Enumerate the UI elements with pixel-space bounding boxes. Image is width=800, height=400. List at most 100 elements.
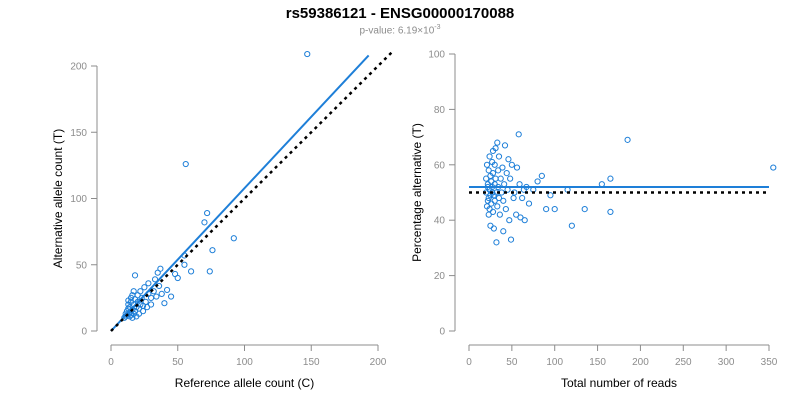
data-point	[521, 217, 528, 224]
data-point	[491, 197, 498, 204]
data-point	[487, 222, 494, 229]
data-point	[496, 211, 503, 218]
data-point	[508, 161, 515, 168]
allele-count-scatter-panel: 0 50 100 150 200 0 50 100 150 200 Reference allele…	[51, 50, 393, 390]
x-tick-label: 100	[546, 357, 563, 368]
data-point	[507, 175, 514, 182]
y-tick-label: 20	[434, 271, 446, 282]
x-tick-label: 150	[303, 357, 320, 368]
y-tick-label: 50	[76, 260, 88, 271]
data-point	[492, 175, 499, 182]
data-point	[495, 153, 503, 160]
y-tick-label: 0	[439, 327, 445, 338]
y-tick-label: 150	[70, 128, 87, 139]
data-point	[163, 286, 171, 294]
data-point	[517, 214, 524, 221]
x-tick-label: 350	[761, 357, 778, 368]
x-axis-title: Total number of reads	[561, 376, 677, 390]
data-point	[167, 293, 175, 300]
data-point	[304, 50, 311, 58]
data-point	[145, 280, 152, 287]
data-point	[181, 261, 188, 268]
data-point	[158, 290, 165, 297]
data-point	[161, 300, 168, 307]
x-tick-label: 300	[718, 357, 735, 368]
data-point	[510, 194, 517, 202]
y-tick-label: 100	[428, 50, 445, 61]
data-point	[188, 268, 195, 275]
y-tick-label: 0	[81, 327, 87, 338]
data-point	[503, 170, 510, 177]
x-tick-label: 200	[370, 357, 387, 368]
data-point	[153, 293, 160, 300]
x-tick-label: 50	[172, 357, 184, 368]
p-value-subtitle: p-value: 6.19×10-3	[0, 24, 800, 36]
data-point	[538, 172, 545, 179]
data-point	[770, 164, 777, 171]
data-point	[525, 200, 533, 207]
data-point	[507, 236, 515, 243]
data-point	[607, 175, 614, 182]
data-point	[147, 294, 155, 301]
x-tick-label: 200	[632, 357, 649, 368]
data-point	[534, 178, 541, 185]
data-point	[489, 208, 497, 215]
x-tick-label: 0	[108, 357, 114, 368]
y-tick-label: 40	[434, 216, 446, 227]
data-point	[515, 131, 522, 138]
data-point	[495, 167, 502, 174]
data-point	[624, 136, 631, 143]
data-point	[206, 268, 213, 275]
y-tick-label: 60	[434, 160, 446, 171]
data-point	[483, 161, 491, 168]
data-point	[486, 153, 493, 160]
data-point	[543, 206, 550, 213]
data-point	[497, 175, 504, 182]
x-axis-title: Reference allele count (C)	[175, 376, 314, 390]
y-tick-label: 80	[434, 105, 446, 116]
data-point	[493, 239, 500, 246]
data-point	[204, 209, 211, 217]
data-point	[494, 203, 501, 210]
data-point	[131, 272, 139, 279]
regression-fit-line	[110, 54, 370, 332]
data-point	[147, 301, 155, 308]
data-point	[142, 298, 149, 305]
y-axis-title: Percentage alternative (T)	[410, 123, 424, 262]
data-point	[581, 206, 588, 213]
data-point	[130, 288, 137, 295]
p-value-text: p-value: 6.19×10	[359, 25, 435, 37]
data-point	[141, 284, 148, 291]
data-point	[488, 200, 495, 207]
data-point	[151, 276, 159, 283]
data-point	[607, 208, 614, 215]
data-point	[129, 314, 136, 321]
data-point	[505, 156, 512, 163]
data-point	[506, 217, 513, 224]
percentage-alternative-scatter-panel: 0 50 100 150 200 250 300 350 0 20 40 60 80 100 Total n…	[410, 50, 778, 391]
data-point	[500, 197, 507, 204]
data-point	[519, 194, 526, 202]
data-point	[137, 288, 144, 295]
p-value-exponent: -3	[434, 24, 441, 31]
y-tick-label: 100	[70, 194, 87, 205]
data-point	[547, 192, 554, 199]
data-point	[502, 206, 509, 213]
x-tick-label: 0	[466, 357, 472, 368]
data-point	[494, 139, 501, 146]
data-point	[489, 170, 497, 177]
data-point	[492, 145, 499, 152]
x-tick-label: 250	[675, 357, 692, 368]
y-axis-title: Alternative allele count (T)	[51, 129, 65, 268]
data-point	[495, 194, 503, 202]
chart-title: rs59386121 - ENSG00000170088	[285, 5, 515, 22]
x-tick-label: 150	[589, 357, 606, 368]
data-point	[513, 211, 520, 218]
data-point	[500, 228, 507, 235]
data-point	[483, 175, 490, 182]
y-tick-label: 200	[70, 62, 87, 73]
data-point	[499, 164, 506, 171]
data-point	[174, 274, 181, 282]
data-point	[501, 142, 509, 149]
